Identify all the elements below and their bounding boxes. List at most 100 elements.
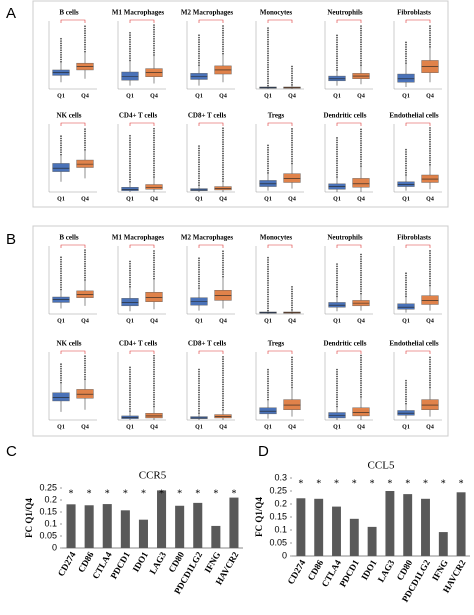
significance-marker: * (177, 488, 182, 499)
x-tick-label: Q1 (126, 93, 134, 99)
box (328, 302, 346, 308)
significance-marker: * (141, 488, 146, 499)
significance-bracket (267, 244, 293, 248)
x-tick-label: Q1 (126, 196, 134, 202)
chart-title: M1 Macrophages (112, 9, 164, 17)
significance-bracket (198, 350, 224, 354)
chart-title: Dendritic cells (324, 340, 367, 348)
chart-title: CD8+ T cells (188, 340, 227, 348)
y-tick-label: 0.3 (274, 472, 287, 482)
significance-bracket (336, 244, 362, 248)
box (328, 75, 346, 82)
x-tick-label: Q1 (402, 424, 410, 430)
x-tick-label: LAG3 (376, 558, 397, 584)
significance-marker: * (423, 478, 428, 489)
significance-bracket (405, 244, 431, 248)
x-tick-label: Q4 (357, 424, 365, 430)
x-tick-label: Q1 (126, 318, 134, 324)
box (283, 173, 301, 183)
box (421, 295, 439, 305)
x-tick-label: CD274 (56, 550, 78, 578)
chart-title: NK cells (56, 340, 81, 348)
significance-bracket (267, 350, 293, 354)
significance-bracket (198, 244, 224, 248)
box (52, 392, 70, 402)
bar (102, 504, 112, 548)
bar (438, 532, 448, 556)
chart-title: M1 Macrophages (112, 234, 164, 242)
bar (385, 491, 395, 556)
x-tick-label: Q1 (402, 196, 410, 202)
bar (211, 525, 221, 548)
significance-marker: * (195, 488, 200, 499)
bar (66, 504, 76, 548)
x-tick-label: CD274 (286, 558, 308, 586)
x-tick-label: Q4 (81, 424, 89, 430)
x-tick-label: Q4 (81, 196, 89, 202)
significance-bracket (60, 350, 86, 354)
significance-marker: * (231, 488, 236, 499)
x-tick-label: Q4 (288, 196, 296, 202)
chart-title: B cells (59, 9, 79, 17)
x-tick-label: Q4 (426, 196, 434, 202)
significance-bracket (267, 122, 293, 126)
panel-label: A (6, 5, 16, 22)
chart-title: Dendritic cells (324, 112, 367, 120)
box (283, 399, 301, 411)
x-tick-label: Q4 (288, 424, 296, 430)
panel-label: B (6, 231, 16, 248)
box (121, 187, 139, 191)
significance-bracket (198, 19, 224, 23)
x-tick-label: Q1 (195, 196, 203, 202)
chart-title: CD4+ T cells (119, 340, 158, 348)
box (145, 413, 163, 419)
x-tick-label: Q4 (150, 318, 158, 324)
significance-bracket (60, 244, 86, 248)
chart-title: Endothelial cells (389, 340, 438, 348)
significance-bracket (405, 19, 431, 23)
box (214, 186, 232, 191)
significance-marker: * (459, 478, 464, 489)
x-tick-label: Q1 (264, 318, 272, 324)
bar (120, 510, 130, 548)
chart-title: Neutrophils (327, 9, 363, 17)
box (145, 292, 163, 302)
chart-title: Endothelial cells (389, 112, 438, 120)
box (397, 410, 415, 416)
box (397, 181, 415, 187)
y-axis-label: FC Q1/Q4 (24, 498, 34, 538)
chart-title: Fibroblasts (397, 234, 431, 242)
x-tick-label: Q4 (150, 93, 158, 99)
significance-bracket (60, 19, 86, 23)
bar (296, 498, 306, 556)
box (145, 184, 163, 190)
x-tick-label: Q4 (357, 318, 365, 324)
x-tick-label: Q1 (195, 424, 203, 430)
x-tick-label: Q4 (357, 93, 365, 99)
significance-bracket (336, 350, 362, 354)
y-tick-label: 0.1 (44, 518, 57, 528)
significance-bracket (60, 122, 86, 126)
box (190, 188, 208, 191)
box (214, 414, 232, 419)
chart-title: Monocytes (260, 9, 293, 17)
chart-title: M2 Macrophages (181, 9, 233, 17)
x-tick-label: Q1 (57, 196, 65, 202)
chart-title: CCL5 (368, 460, 395, 472)
bar (332, 506, 341, 556)
significance-marker: * (69, 488, 74, 499)
y-tick-label: 0.2 (274, 498, 287, 508)
box (76, 159, 94, 168)
box (121, 298, 139, 307)
bar (456, 492, 466, 556)
bar (314, 498, 324, 556)
x-tick-label: Q4 (81, 318, 89, 324)
bar (84, 505, 94, 548)
box (52, 163, 70, 172)
chart-title: NK cells (56, 112, 81, 120)
significance-marker: * (298, 478, 303, 489)
significance-marker: * (334, 478, 339, 489)
x-tick-label: Q1 (126, 424, 134, 430)
y-tick-label: 0 (52, 542, 57, 552)
significance-marker: * (405, 478, 410, 489)
